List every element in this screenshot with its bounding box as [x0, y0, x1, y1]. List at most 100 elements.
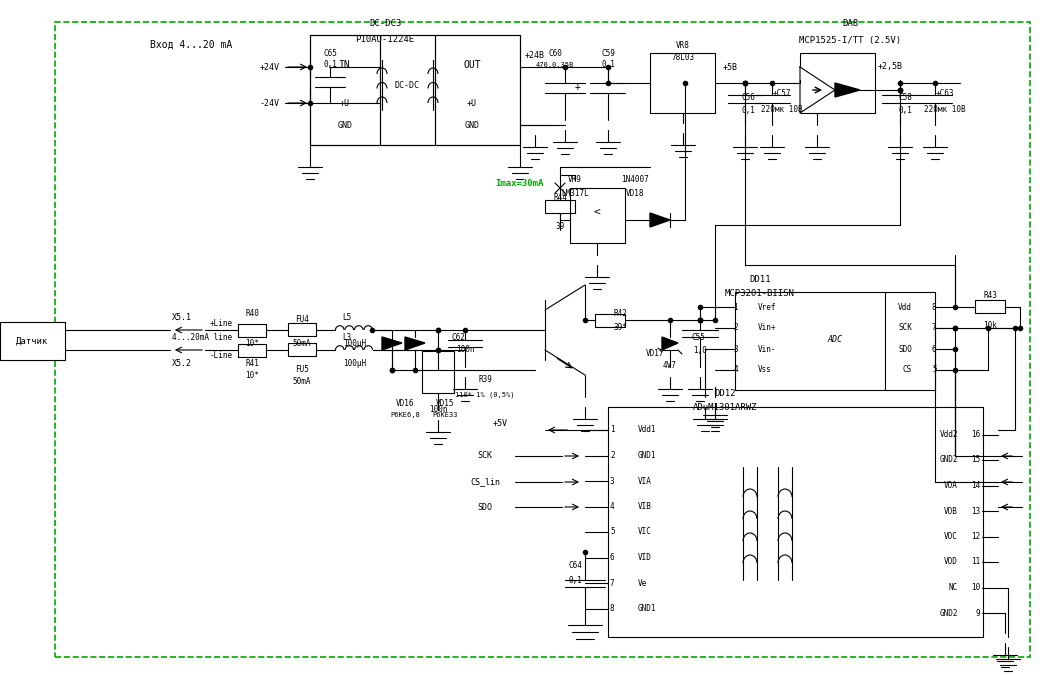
Text: VD15: VD15 [436, 398, 455, 408]
Text: 6: 6 [610, 553, 614, 562]
Text: VR9: VR9 [568, 176, 582, 184]
Text: +U: +U [467, 99, 477, 107]
Text: R39: R39 [478, 375, 492, 385]
Text: CS_lin: CS_lin [470, 477, 500, 487]
Text: 0,1: 0,1 [568, 576, 582, 585]
Text: Vdd1: Vdd1 [638, 425, 656, 435]
Bar [608, 407, 983, 637]
Text: 5: 5 [932, 365, 936, 375]
Text: +24V: +24V [260, 63, 280, 72]
Text: +2,5B: +2,5B [878, 63, 903, 72]
Text: FU4: FU4 [295, 315, 309, 323]
Text: NC: NC [949, 583, 958, 592]
Text: SDO: SDO [898, 344, 912, 354]
Text: GND1: GND1 [638, 451, 656, 460]
Text: ADC: ADC [828, 335, 842, 344]
Text: VD16: VD16 [396, 398, 414, 408]
Polygon shape [661, 337, 678, 350]
Text: 14: 14 [971, 481, 980, 490]
Text: 4...20mA line: 4...20mA line [172, 333, 232, 342]
Text: P6KE33: P6KE33 [433, 412, 458, 418]
Text: R43: R43 [983, 290, 997, 300]
Text: Vin-: Vin- [758, 344, 776, 354]
Text: SDO: SDO [478, 502, 492, 512]
Text: 4: 4 [610, 502, 614, 511]
Text: Vdd: Vdd [898, 302, 912, 311]
Text: VD18: VD18 [626, 188, 645, 198]
Text: Vdd2: Vdd2 [939, 430, 958, 439]
Text: R41: R41 [246, 358, 259, 367]
Text: 12: 12 [971, 532, 980, 541]
Text: 100n: 100n [456, 346, 474, 354]
Text: 0,1: 0,1 [741, 105, 754, 115]
Text: +5V: +5V [492, 418, 508, 427]
Text: 1: 1 [610, 425, 614, 435]
Text: 8: 8 [932, 302, 936, 311]
Text: <: < [594, 208, 601, 218]
Text: SCK: SCK [898, 323, 912, 333]
Bar [595, 313, 625, 327]
Text: 15: 15 [971, 456, 980, 464]
Text: 1N4007: 1N4007 [621, 176, 649, 184]
Text: 0,1: 0,1 [601, 61, 614, 70]
Text: ADuM1301ARWZ: ADuM1301ARWZ [693, 402, 758, 412]
Text: 2: 2 [610, 451, 614, 460]
Text: Vss: Vss [758, 365, 772, 375]
Text: P10AU-1224E: P10AU-1224E [355, 36, 415, 45]
Text: Vin+: Vin+ [758, 323, 776, 333]
Text: R44: R44 [553, 192, 567, 202]
Text: VD17: VD17 [646, 348, 665, 358]
Text: Vref: Vref [758, 302, 776, 311]
Bar [422, 351, 454, 393]
Polygon shape [382, 337, 402, 350]
Text: 220мк 10B: 220мк 10B [761, 105, 803, 115]
Text: 110* 1% (0,5%): 110* 1% (0,5%) [456, 392, 515, 398]
Bar [288, 323, 316, 336]
Text: 39: 39 [555, 223, 564, 232]
Text: LM317L: LM317L [561, 188, 589, 198]
Text: 100μH: 100μH [344, 338, 367, 348]
Text: 2: 2 [734, 323, 738, 333]
Text: +: + [575, 82, 581, 92]
Text: X5.1: X5.1 [172, 313, 192, 321]
Text: -Line: -Line [210, 352, 233, 360]
Text: DC-DC3: DC-DC3 [369, 18, 401, 28]
Text: 3: 3 [734, 344, 738, 354]
Text: 1: 1 [734, 302, 738, 311]
Bar [310, 35, 380, 145]
Text: 16: 16 [971, 430, 980, 439]
Text: P6KE6,8: P6KE6,8 [390, 412, 420, 418]
Polygon shape [835, 83, 860, 97]
Text: VIB: VIB [638, 502, 652, 511]
Text: OUT: OUT [463, 60, 481, 70]
Text: IN: IN [340, 60, 351, 70]
Text: 4V7: 4V7 [664, 360, 677, 369]
Text: 3: 3 [610, 477, 614, 485]
Text: L3: L3 [342, 333, 351, 342]
Text: GND: GND [338, 121, 352, 130]
Text: 4: 4 [734, 365, 738, 375]
Text: GND: GND [464, 121, 480, 130]
Text: VOD: VOD [944, 558, 958, 566]
Text: C65: C65 [323, 49, 336, 57]
Polygon shape [800, 67, 835, 113]
Text: Датчик: Датчик [17, 337, 49, 346]
Text: 0,1: 0,1 [323, 61, 336, 70]
Text: 13: 13 [971, 506, 980, 516]
Bar [310, 35, 520, 145]
Text: SCK: SCK [478, 452, 492, 460]
Text: MCP1525-I/TT (2.5V): MCP1525-I/TT (2.5V) [799, 36, 901, 45]
Text: VOB: VOB [944, 506, 958, 516]
Text: R42: R42 [613, 308, 627, 317]
Text: FU5: FU5 [295, 364, 309, 373]
Text: DD12: DD12 [714, 389, 736, 398]
Text: 0,1: 0,1 [898, 105, 912, 115]
Text: GND2: GND2 [939, 608, 958, 618]
Text: DD11: DD11 [749, 275, 771, 284]
Text: VR8: VR8 [676, 40, 690, 49]
Text: C55: C55 [691, 333, 705, 342]
Text: 10*: 10* [246, 338, 259, 348]
Bar [435, 35, 520, 145]
Bar [735, 292, 935, 390]
Text: +U: +U [340, 99, 350, 107]
